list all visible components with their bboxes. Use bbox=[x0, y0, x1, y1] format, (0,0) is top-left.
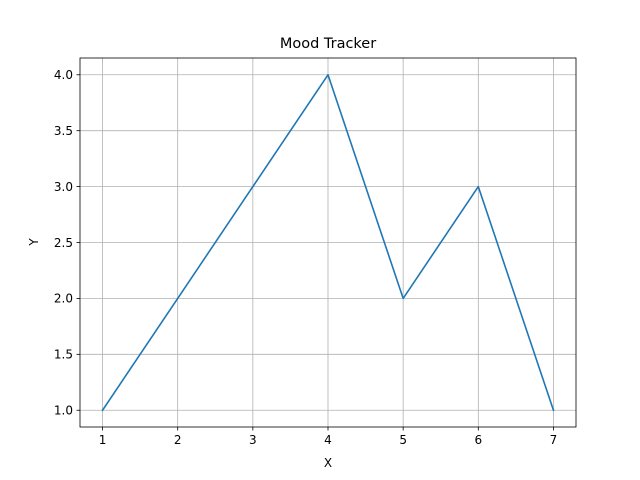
y-axis-ticks: 1.0 1.5 2.0 2.5 3.0 3.5 4.0 bbox=[54, 68, 80, 418]
chart-title: Mood Tracker bbox=[280, 36, 376, 52]
x-tick-label: 6 bbox=[474, 433, 482, 447]
x-axis-label: X bbox=[324, 456, 332, 470]
x-tick-label: 3 bbox=[249, 433, 257, 447]
y-tick-label: 3.0 bbox=[54, 180, 73, 194]
y-tick-label: 1.0 bbox=[54, 404, 73, 418]
x-tick-label: 4 bbox=[324, 433, 332, 447]
x-tick-label: 1 bbox=[99, 433, 107, 447]
y-tick-label: 1.5 bbox=[54, 348, 73, 362]
y-tick-label: 2.5 bbox=[54, 236, 73, 250]
series-layer bbox=[101, 73, 555, 412]
y-tick-label: 4.0 bbox=[54, 68, 73, 82]
y-tick-label: 2.0 bbox=[54, 292, 73, 306]
x-tick-label: 7 bbox=[550, 433, 558, 447]
y-axis-label: Y bbox=[27, 238, 41, 247]
x-axis-ticks: 1 2 3 4 5 6 7 bbox=[99, 427, 558, 447]
x-tick-label: 5 bbox=[399, 433, 407, 447]
y-tick-label: 3.5 bbox=[54, 124, 73, 138]
x-tick-label: 2 bbox=[174, 433, 182, 447]
